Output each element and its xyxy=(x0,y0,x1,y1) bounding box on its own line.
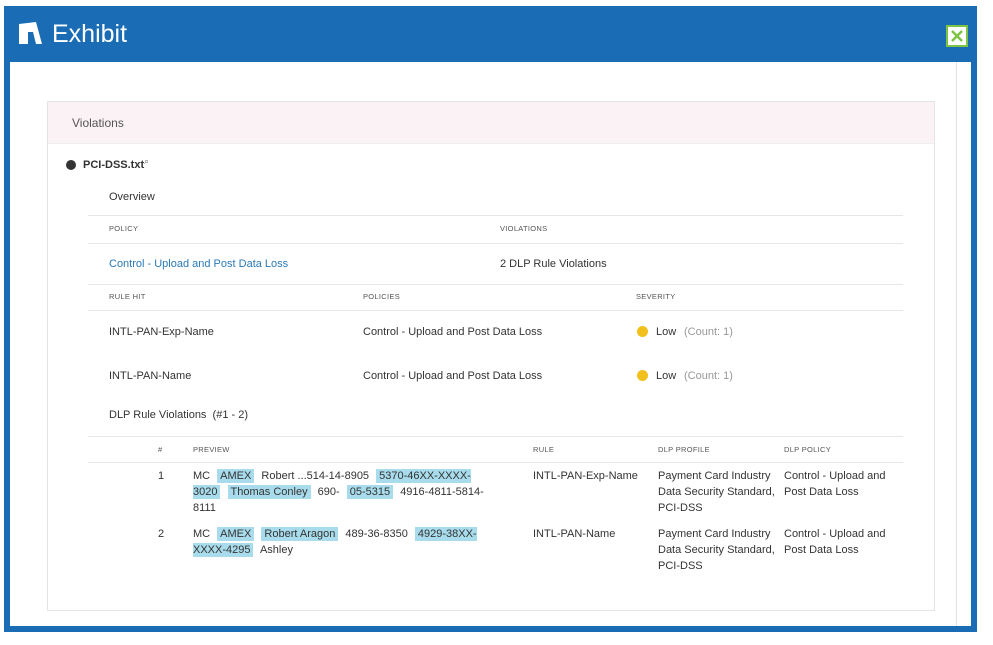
preview: MC AMEX Robert ...514-14-8905 5370-46XX-… xyxy=(193,468,493,516)
preview-text: Robert ...514-14-8905 xyxy=(261,470,370,482)
divider xyxy=(88,436,903,437)
panel-header: Violations xyxy=(48,102,934,144)
exhibit-icon xyxy=(19,22,42,44)
divider xyxy=(88,243,903,244)
preview-text: Ashley xyxy=(259,544,293,556)
rule-policy: Control - Upload and Post Data Loss xyxy=(363,370,543,382)
preview-text: 690- xyxy=(317,486,340,498)
divider xyxy=(88,215,903,216)
preview-text: 489-36-8350 xyxy=(345,528,408,540)
preview-text: MC xyxy=(193,528,211,540)
column-header: DLP PROFILE xyxy=(658,445,710,454)
window-content: Violations PCI-DSS.txt ⌕ Overview POLICY VIO… xyxy=(10,62,971,626)
rule-hit: INTL-PAN-Name xyxy=(109,370,192,382)
severity: Low xyxy=(656,326,677,338)
column-header: SEVERITY xyxy=(636,292,676,301)
panel-title: Violations xyxy=(72,116,124,130)
rule-hit: INTL-PAN-Exp-Name xyxy=(109,326,214,338)
column-header: # xyxy=(158,445,163,454)
column-header: PREVIEW xyxy=(193,445,230,454)
column-header: DLP POLICY xyxy=(784,445,832,454)
divider xyxy=(88,310,903,311)
rule-policy: Control - Upload and Post Data Loss xyxy=(363,326,543,338)
severity-count: (Count: 1) xyxy=(684,370,733,382)
divider xyxy=(88,462,903,463)
violations-title: DLP Rule Violations (#1 - 2) xyxy=(109,409,248,421)
column-header: POLICY xyxy=(109,224,139,233)
divider xyxy=(88,284,903,285)
preview-text: 4916-4811-5814-8111 xyxy=(193,486,484,514)
row-number: 1 xyxy=(158,470,165,482)
exhibit-window: Exhibit Violations PCI-DSS.txt ⌕ Overview P… xyxy=(4,6,977,632)
zoom-icon: ⌕ xyxy=(144,156,150,166)
scrollbar xyxy=(956,62,957,626)
dlp-profile: Payment Card Industry Data Security Stan… xyxy=(658,470,775,514)
severity-icon xyxy=(637,326,648,337)
highlighted-match: Robert Aragon xyxy=(261,527,339,541)
dlp-policy: Control - Upload and Post Data Loss xyxy=(784,528,886,556)
column-header: POLICIES xyxy=(363,292,400,301)
column-header: RULE xyxy=(533,445,555,454)
preview-text: MC xyxy=(193,470,211,482)
column-header: RULE HIT xyxy=(109,292,146,301)
dlp-profile: Payment Card Industry Data Security Stan… xyxy=(658,528,775,572)
rule: INTL-PAN-Exp-Name xyxy=(533,470,638,482)
preview: MC AMEX Robert Aragon 489-36-8350 4929-3… xyxy=(193,526,493,558)
highlighted-match: 05-5315 xyxy=(346,485,394,499)
window-title: Exhibit xyxy=(52,20,128,48)
highlighted-match: AMEX xyxy=(217,527,255,541)
dlp-policy: Control - Upload and Post Data Loss xyxy=(784,470,886,498)
close-button[interactable] xyxy=(946,25,968,47)
severity-icon xyxy=(637,370,648,381)
violations-count: 2 DLP Rule Violations xyxy=(500,258,607,270)
column-header: VIOLATIONS xyxy=(500,224,548,233)
highlighted-match: AMEX xyxy=(217,469,255,483)
overview-title: Overview xyxy=(109,191,155,203)
row-number: 2 xyxy=(158,528,165,540)
rule: INTL-PAN-Name xyxy=(533,528,616,540)
policy-link[interactable]: Control - Upload and Post Data Loss xyxy=(109,258,289,270)
severity-count: (Count: 1) xyxy=(684,326,733,338)
file-name: PCI-DSS.txt xyxy=(83,159,145,171)
collapse-icon xyxy=(66,160,76,170)
violations-panel: Violations PCI-DSS.txt ⌕ Overview POLICY VIO… xyxy=(47,101,935,611)
severity: Low xyxy=(656,370,677,382)
highlighted-match: Thomas Conley xyxy=(227,485,311,499)
